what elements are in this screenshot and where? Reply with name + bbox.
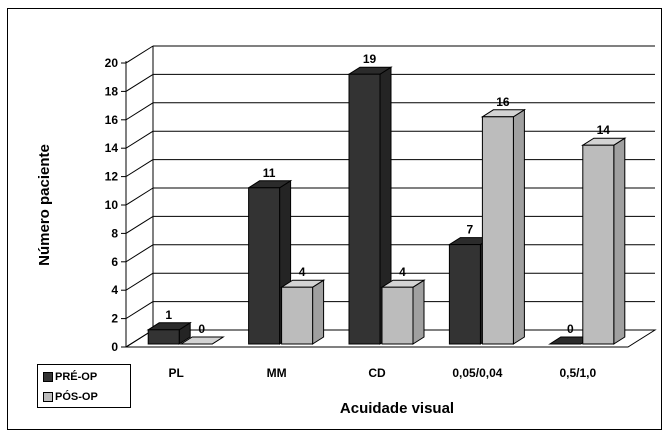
bar-front <box>248 187 281 345</box>
bar-front <box>448 244 481 345</box>
legend-item-pre-op: PRÉ-OP <box>43 369 97 385</box>
legend-item-pos-op: PÓS-OP <box>43 389 98 405</box>
data-label: 4 <box>399 265 406 279</box>
x-tick-label: CD <box>368 366 386 380</box>
data-label: 19 <box>363 52 377 66</box>
data-label: 1 <box>165 308 172 322</box>
bar-side <box>412 279 425 345</box>
y-tick-label: 4 <box>111 283 118 297</box>
bar-pos-op <box>480 108 527 345</box>
bar-pre-op <box>347 66 393 345</box>
y-tick-label: 0 <box>111 340 118 354</box>
data-label: 14 <box>597 123 611 137</box>
bar-front <box>381 286 414 345</box>
bar-pos-op <box>380 279 426 345</box>
y-tick-label: 14 <box>105 141 119 155</box>
bar-front <box>582 144 615 345</box>
axes <box>121 46 628 348</box>
bar-side <box>512 108 525 345</box>
data-label: 0 <box>567 322 574 336</box>
gridline-side <box>125 130 154 149</box>
x-axis-label: Acuidade visual <box>340 400 454 417</box>
data-labels: 1 0 11 4 19 4 7 16 0 14 <box>165 52 610 336</box>
bar-front <box>147 329 180 345</box>
y-tick-label: 6 <box>111 255 118 269</box>
gridline-side <box>125 102 154 121</box>
legend-label-pre-op: PRÉ-OP <box>55 371 98 383</box>
bar-front <box>348 73 381 345</box>
data-label: 4 <box>299 265 306 279</box>
gridline-side <box>125 45 154 64</box>
y-tick-labels: 0 2 4 6 8 10 12 14 16 18 20 <box>105 56 119 354</box>
y-tick-label: 20 <box>105 56 119 70</box>
x-tick-labels: PL MM CD 0,05/0,04 0,5/1,0 <box>169 366 597 380</box>
chart-frame <box>7 8 662 430</box>
data-label: 7 <box>467 223 474 237</box>
legend-swatch-pre-op <box>43 372 53 382</box>
data-label: 16 <box>496 95 510 109</box>
bar-pos-op <box>279 279 326 345</box>
data-label: 11 <box>263 166 276 180</box>
legend: PRÉ-OP PÓS-OP <box>37 364 131 408</box>
x-tick-label: 0,5/1,0 <box>559 366 596 380</box>
bar-pre-op <box>146 321 192 345</box>
bar-front <box>281 286 314 345</box>
y-tick-label: 16 <box>105 113 119 127</box>
data-label: 0 <box>198 322 205 336</box>
y-tick-label: 10 <box>105 198 119 212</box>
bar-front <box>481 116 514 345</box>
bar-pos-op <box>581 137 627 345</box>
legend-swatch-pos-op <box>43 392 53 402</box>
y-tick-label: 2 <box>111 312 118 326</box>
bar-side <box>613 137 626 345</box>
bars <box>146 66 627 345</box>
bar-pos-op <box>179 336 225 345</box>
y-tick-label: 18 <box>105 84 119 98</box>
gridline-side <box>125 244 154 263</box>
gridline-side <box>125 73 154 92</box>
x-tick-label: 0,05/0,04 <box>452 366 502 380</box>
bar-top <box>179 336 225 345</box>
bar-side <box>312 279 325 345</box>
gridlines <box>125 45 655 348</box>
gridline-side <box>125 215 154 234</box>
legend-label-pos-op: PÓS-OP <box>55 391 98 403</box>
gridline-side <box>125 159 154 178</box>
y-tick-label: 12 <box>105 170 119 184</box>
x-tick-label: MM <box>267 366 287 380</box>
bar-pre-op <box>246 179 293 345</box>
y-tick-label: 8 <box>111 226 118 240</box>
gridline-side <box>125 187 154 206</box>
gridline-side <box>125 272 154 291</box>
x-tick-label: PL <box>169 366 184 380</box>
y-axis-label: Número paciente <box>36 144 53 266</box>
gridline-side <box>125 301 154 320</box>
